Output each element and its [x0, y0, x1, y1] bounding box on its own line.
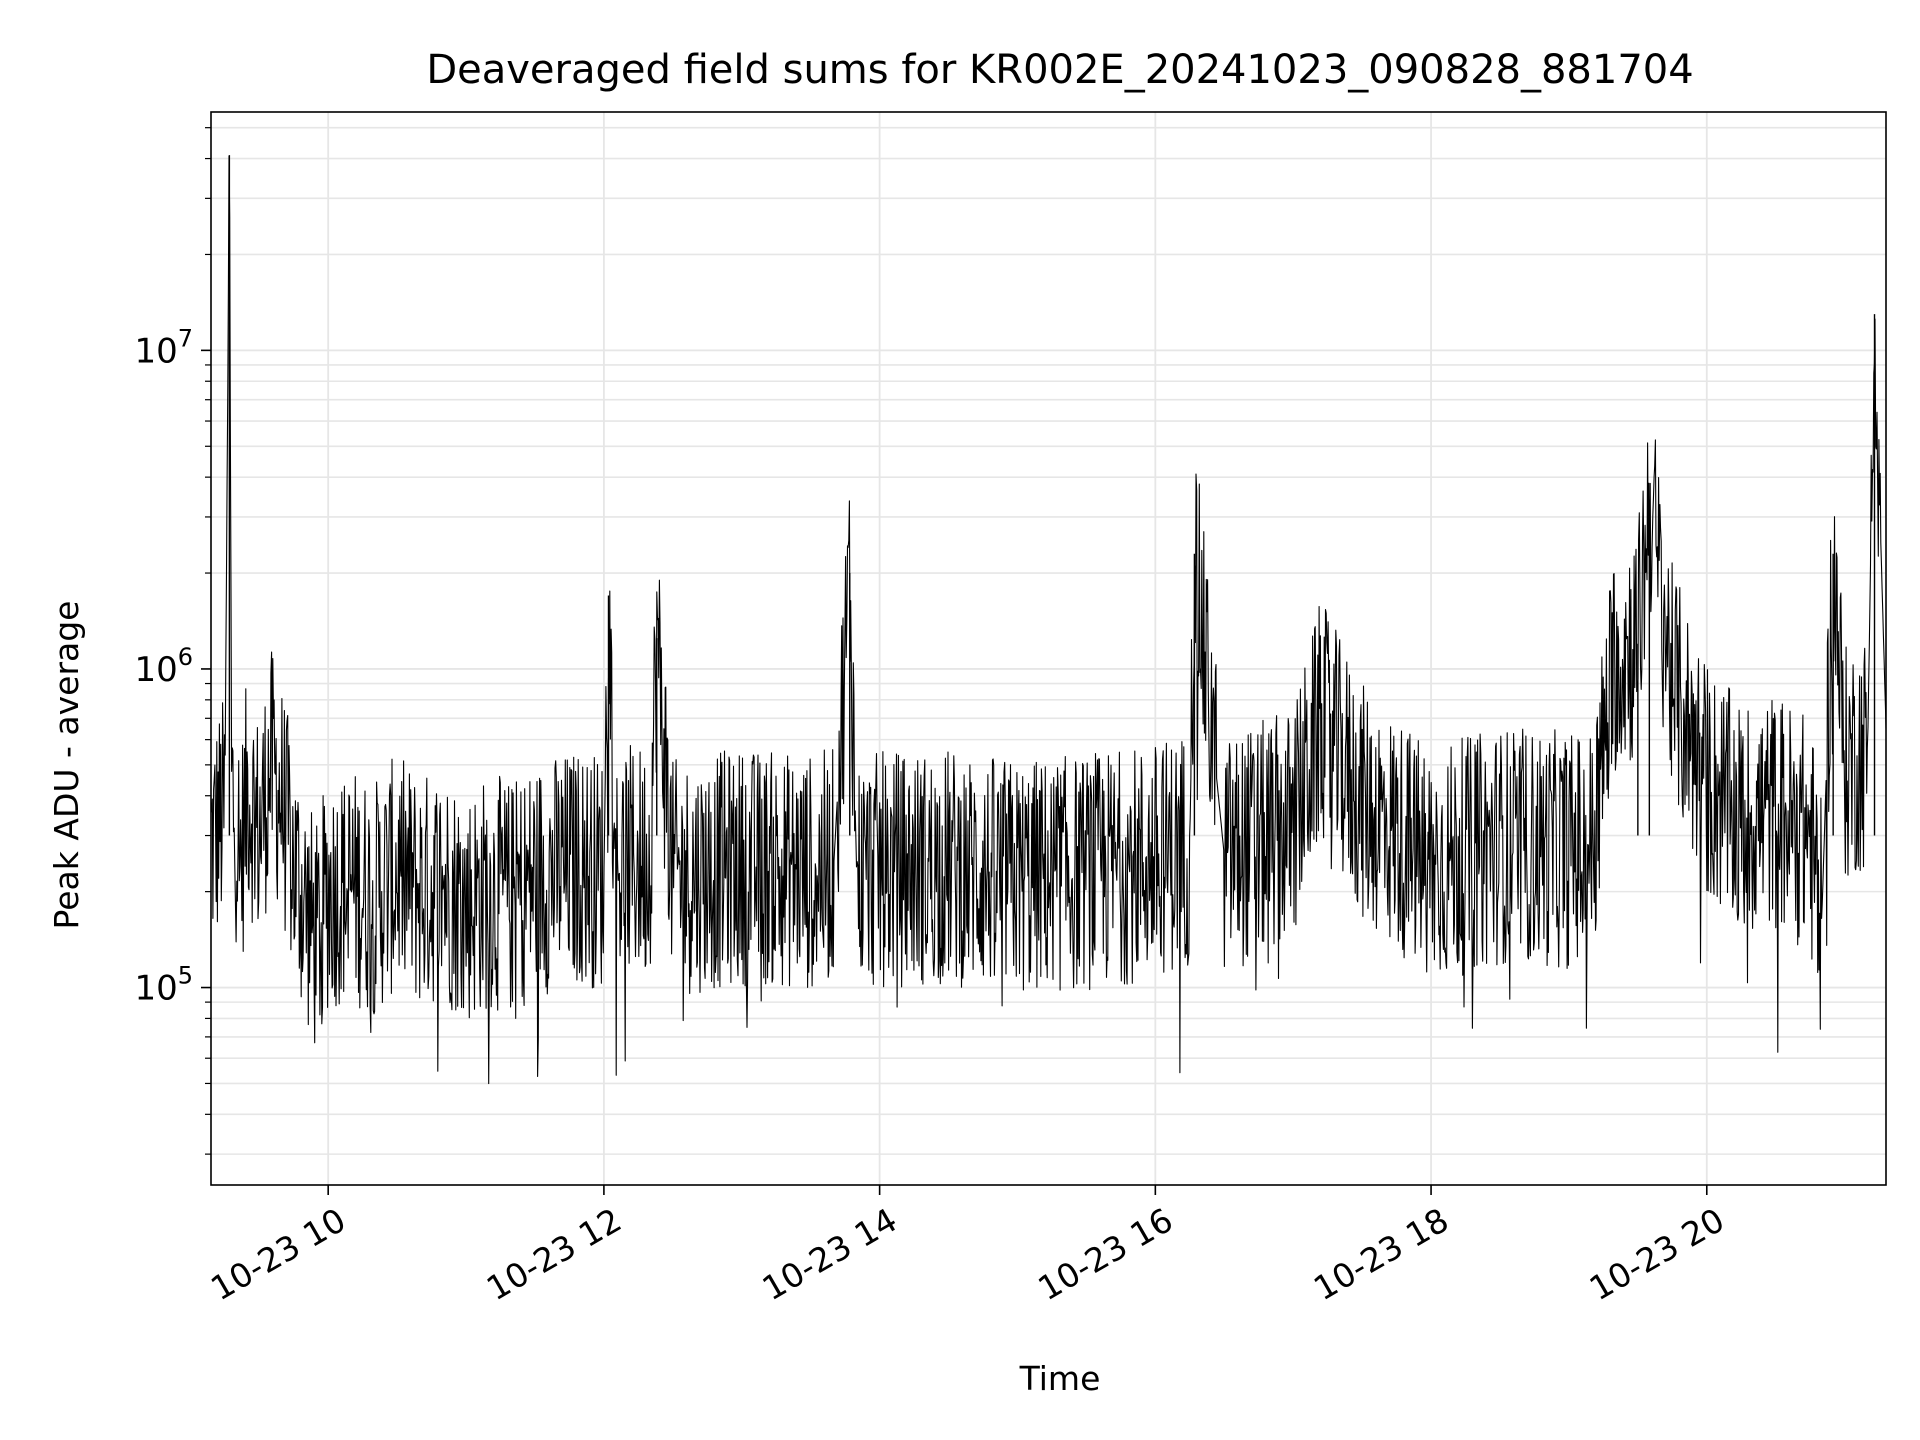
x-axis-label: Time [1019, 1359, 1101, 1398]
y-tick-label: 107 [134, 324, 193, 371]
series-line [210, 155, 1887, 1085]
plot-frame [210, 111, 1887, 1186]
series-layer [210, 155, 1887, 1085]
y-axis-label: Peak ADU - average [47, 601, 86, 930]
y-tick-label: 106 [134, 643, 193, 690]
chart-title: Deaveraged field sums for KR002E_2024102… [426, 47, 1693, 93]
y-axis: 105 106 107 [134, 127, 211, 1155]
y-tick-label: 105 [134, 962, 193, 1009]
